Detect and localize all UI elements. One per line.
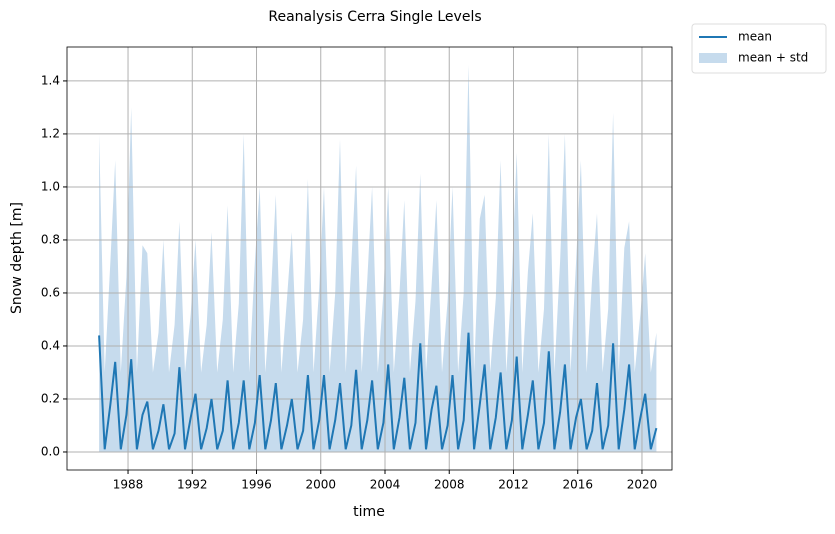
x-tick-label: 2008 <box>434 478 465 492</box>
plot-frame <box>66 46 673 471</box>
y-tick-label: 0.8 <box>41 232 60 246</box>
y-tick-label: 1.0 <box>41 179 60 193</box>
y-tick-label: 0.2 <box>41 391 60 405</box>
y-axis-label: Snow depth [m] <box>9 202 25 314</box>
x-axis-label: time <box>353 504 385 520</box>
ticks: 0.0 0.2 0.4 0.6 0.8 1.0 1.2 1.4 1988 1992 1996 2000… <box>41 73 657 491</box>
x-tick-label: 2012 <box>498 478 529 492</box>
lines <box>98 332 658 450</box>
mean-line <box>98 332 658 450</box>
legend: mean mean + std <box>699 30 808 65</box>
bands <box>99 65 657 452</box>
x-tick-label: 1992 <box>177 478 208 492</box>
x-tick-label: 1996 <box>241 478 272 492</box>
y-tick-label: 1.4 <box>41 73 60 87</box>
y-tick-label: 0.0 <box>41 444 60 458</box>
y-tick-label: 0.6 <box>41 285 60 299</box>
y-tick-label: 1.2 <box>41 126 60 140</box>
legend-label: mean <box>738 30 772 44</box>
x-tick-label: 2000 <box>305 478 336 492</box>
x-tick-label: 2016 <box>562 478 593 492</box>
chart-title: Reanalysis Cerra Single Levels <box>268 9 481 25</box>
legend-label: mean + std <box>738 51 808 65</box>
x-tick-label: 2004 <box>370 478 401 492</box>
std-band <box>99 65 657 452</box>
x-tick-label: 1988 <box>113 478 144 492</box>
y-tick-label: 0.4 <box>41 338 60 352</box>
legend-swatch <box>699 53 727 63</box>
x-tick-label: 2020 <box>627 478 658 492</box>
